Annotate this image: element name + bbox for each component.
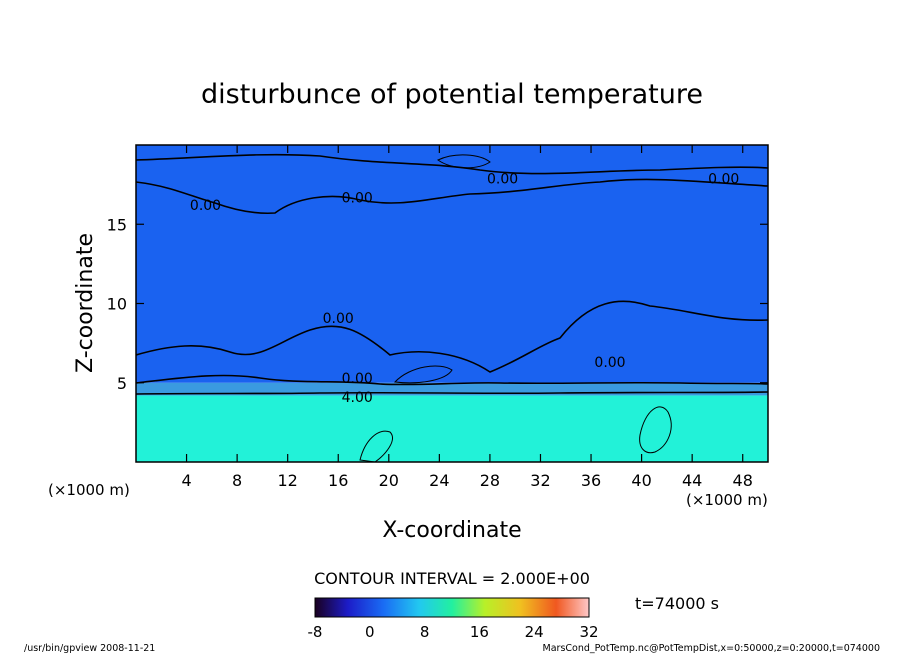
colorbar: -8 0 8 16 24 32: [308, 597, 599, 641]
x-axis: 4 8 12 16 20 24 28 32 36 40 44 48: [181, 145, 753, 490]
x-tick-label-11: 48: [733, 471, 753, 490]
time-label: t=74000 s: [635, 594, 719, 613]
x-tick-label-6: 28: [480, 471, 500, 490]
contour-label-6: 0.00: [342, 371, 373, 387]
z-unit-label: (×1000 m): [48, 481, 130, 499]
y-tick-label-0: 5: [117, 374, 127, 393]
contour-label-2: 0.00: [342, 190, 373, 206]
contour-label-7: 4.00: [342, 390, 373, 406]
contour-lines: [136, 153, 768, 462]
colorbar-tick-label-2: 8: [420, 623, 430, 641]
colorbar-tick-label-4: 24: [525, 623, 544, 641]
x-tick-label-4: 20: [379, 471, 399, 490]
chart-title: disturbunce of potential temperature: [201, 79, 703, 110]
x-tick-label-9: 40: [631, 471, 651, 490]
contour-interval-label: CONTOUR INTERVAL = 2.000E+00: [314, 569, 590, 588]
contour-closed-3: [437, 154, 491, 169]
contour-line-4: [136, 391, 768, 395]
contour-line-mid: [136, 300, 768, 373]
footer-left: /usr/bin/gpview 2008-11-21: [24, 643, 155, 654]
y-axis: 5 10 15: [107, 215, 768, 393]
x-tick-label-3: 16: [328, 471, 348, 490]
colorbar-tick-label-0: -8: [308, 623, 323, 641]
contour-line-upper: [136, 178, 768, 215]
y-tick-label-1: 10: [107, 295, 127, 314]
colorbar-ticks: -8 0 8 16 24 32: [308, 623, 599, 641]
colorbar-tick-label-5: 32: [579, 623, 598, 641]
colorbar-fill: [314, 597, 590, 618]
x-tick-label-8: 36: [581, 471, 601, 490]
colorbar-tick-label-3: 16: [470, 623, 489, 641]
footer-right: MarsCond_PotTemp.nc@PotTempDist,x=0:5000…: [543, 643, 880, 654]
x-tick-label-1: 8: [232, 471, 242, 490]
contour-closed-2: [359, 430, 393, 462]
plot-area: 0.00 0.00 0.00 0.00 0.00 0.00 0.00 4.00: [136, 145, 768, 462]
contour-closed-1: [639, 406, 672, 454]
x-tick-label-10: 44: [682, 471, 702, 490]
x-tick-label-2: 12: [278, 471, 298, 490]
value-band-0: [136, 395, 768, 462]
contour-label-1: 0.00: [708, 171, 739, 187]
contour-line-lower: [136, 374, 768, 386]
x-tick-label-0: 4: [181, 471, 191, 490]
y-axis-label: Z-coordinate: [73, 233, 98, 373]
contour-labels: 0.00 0.00 0.00 0.00 0.00 0.00 0.00 4.00: [190, 171, 739, 406]
contour-label-5: 0.00: [594, 355, 625, 371]
value-band-2: [136, 145, 768, 383]
value-bands: [136, 145, 768, 462]
x-tick-label-5: 24: [429, 471, 449, 490]
y-tick-label-2: 15: [107, 215, 127, 234]
contour-line-top: [136, 153, 768, 175]
contour-label-4: 0.00: [323, 311, 354, 327]
contour-label-0: 0.00: [487, 171, 518, 187]
colorbar-tick-label-1: 0: [365, 623, 375, 641]
x-unit-label: (×1000 m): [686, 491, 768, 509]
contour-label-3: 0.00: [190, 198, 221, 214]
x-tick-label-7: 32: [530, 471, 550, 490]
x-axis-label: X-coordinate: [382, 518, 521, 543]
contour-closed-4: [393, 365, 453, 384]
